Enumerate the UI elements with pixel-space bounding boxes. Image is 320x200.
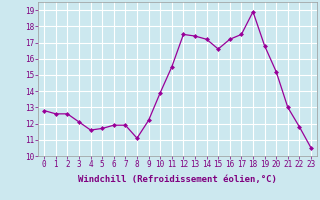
X-axis label: Windchill (Refroidissement éolien,°C): Windchill (Refroidissement éolien,°C) — [78, 175, 277, 184]
